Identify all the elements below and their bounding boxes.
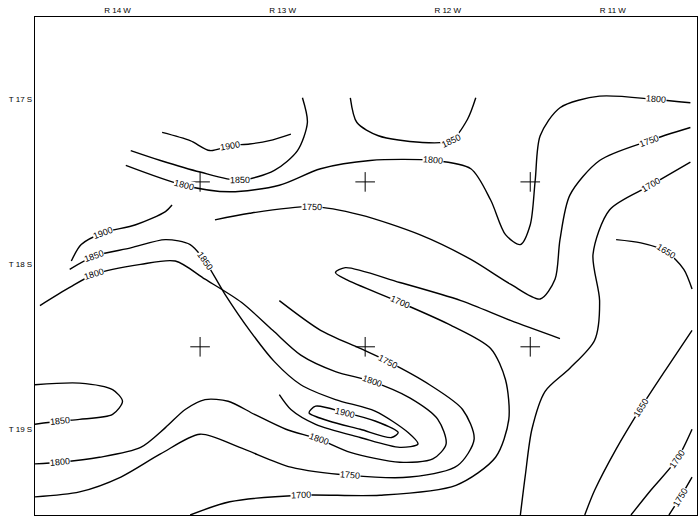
svg-text:T 18 S: T 18 S [9,260,32,269]
svg-text:1900: 1900 [92,225,114,241]
svg-text:1750: 1750 [638,133,660,149]
svg-text:1900: 1900 [219,139,240,152]
svg-text:1750: 1750 [302,202,322,212]
svg-text:T 19 S: T 19 S [9,425,32,434]
svg-text:1800: 1800 [83,266,105,282]
svg-text:1900: 1900 [334,406,356,421]
svg-text:1700: 1700 [389,294,411,311]
svg-text:1700: 1700 [291,490,311,501]
svg-text:R 11 W: R 11 W [600,6,627,15]
svg-text:1800: 1800 [423,154,444,166]
svg-text:1850: 1850 [195,250,215,272]
svg-text:1650: 1650 [655,242,677,261]
svg-text:1800: 1800 [361,373,383,389]
svg-text:1800: 1800 [308,431,330,447]
svg-text:1750: 1750 [671,486,690,508]
svg-text:1850: 1850 [50,415,71,427]
svg-text:1800: 1800 [50,456,71,468]
svg-text:1650: 1650 [632,397,651,419]
svg-text:T 17 S: T 17 S [9,95,32,104]
svg-text:1700: 1700 [640,176,662,195]
svg-text:1850: 1850 [440,132,462,150]
svg-text:1850: 1850 [230,175,250,185]
svg-text:R 13 W: R 13 W [269,6,296,15]
svg-text:R 14 W: R 14 W [104,6,131,15]
svg-text:1800: 1800 [646,93,667,104]
svg-text:R 12 W: R 12 W [434,6,461,15]
svg-text:1850: 1850 [83,248,105,264]
svg-text:1700: 1700 [667,448,687,470]
svg-text:1800: 1800 [173,178,195,193]
svg-text:1750: 1750 [340,469,361,481]
svg-text:1750: 1750 [377,353,399,371]
